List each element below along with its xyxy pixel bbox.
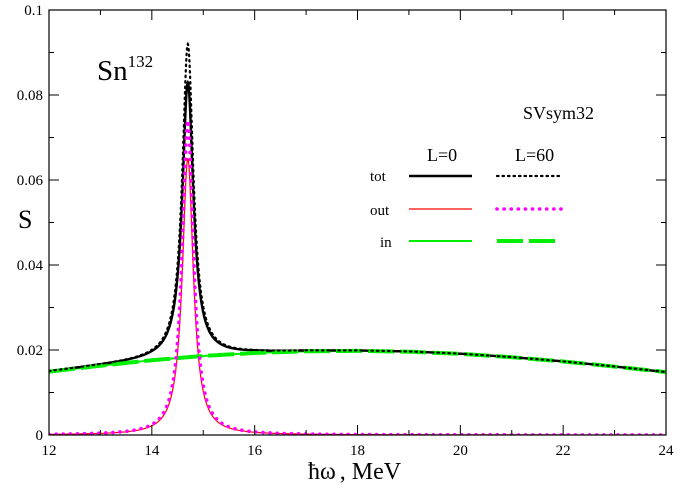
- y-tick-label: 0.04: [17, 258, 44, 274]
- legend-label-in: in: [380, 235, 392, 251]
- axis-ticks: [48, 9, 667, 436]
- force-label: SVsym32: [523, 103, 594, 123]
- y-tick-label: 0.02: [17, 343, 43, 359]
- series-line-out-l0: [49, 157, 666, 435]
- y-tick-label: 0.08: [17, 88, 43, 104]
- plot-frame: [48, 9, 667, 436]
- nucleus-mass-number: 132: [128, 52, 154, 71]
- x-tick-label: 22: [556, 443, 571, 459]
- legend-label-tot: tot: [370, 169, 387, 185]
- legend-label-out: out: [370, 203, 390, 219]
- series-line-tot-l0: [49, 80, 666, 374]
- series-line-in-l60: [49, 348, 666, 375]
- tick-labels: 12 14 16 18 20 22 24 0 0.02 0.04 0.06 0.08 0.1: [17, 3, 674, 459]
- y-tick-label: 0: [36, 428, 44, 444]
- series-line-tot-l60: [49, 41, 666, 374]
- series-line-out-l60: [49, 116, 666, 435]
- x-axis-unit: , MeV: [340, 459, 402, 485]
- legend-swatches: [409, 174, 563, 243]
- y-tick-label: 0.06: [17, 173, 44, 189]
- plot-border: [48, 9, 667, 436]
- x-tick-label: 14: [144, 443, 160, 459]
- chart-marks: [49, 41, 666, 435]
- legend-header-l0: L=0: [427, 145, 457, 165]
- x-tick-label: 24: [659, 443, 675, 459]
- x-tick-label: 20: [453, 443, 468, 459]
- y-tick-label: 0.1: [24, 3, 43, 19]
- legend-header-l60: L=60: [515, 145, 554, 165]
- x-tick-label: 16: [247, 443, 263, 459]
- nucleus-label: Sn132: [97, 52, 153, 87]
- y-axis-title: S: [18, 205, 32, 234]
- nucleus-symbol: Sn: [97, 55, 128, 87]
- x-tick-label: 12: [42, 443, 57, 459]
- x-axis-symbol: ħω: [308, 459, 336, 485]
- x-axis-title: ħω, MeV: [308, 459, 402, 485]
- x-tick-label: 18: [350, 443, 365, 459]
